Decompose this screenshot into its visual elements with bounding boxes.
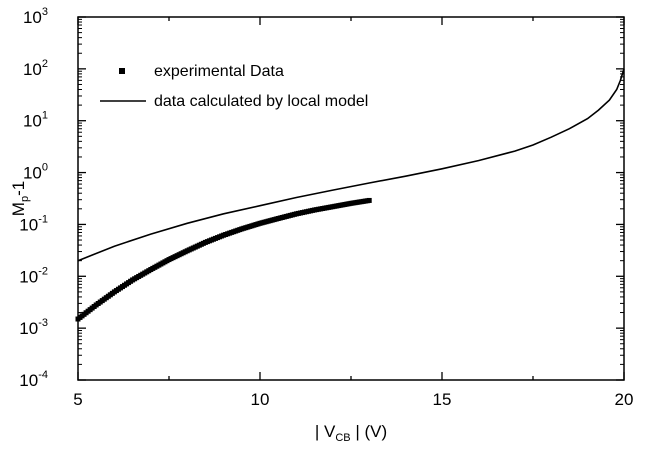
legend-label-experimental: experimental Data (154, 63, 284, 80)
legend: experimental Data data calculated by loca… (100, 63, 368, 110)
y-tick-label: 100 (23, 162, 48, 183)
x-axis-title: | VCB | (V) (315, 422, 387, 444)
y-tick-label: 10-2 (19, 265, 48, 286)
y-tick-label: 103 (23, 6, 48, 27)
y-tick-label: 101 (23, 110, 48, 131)
y-tick-label: 10-4 (19, 369, 48, 390)
y-tick-label: 10-3 (19, 317, 48, 338)
legend-marker-square (119, 68, 125, 74)
x-axis-title-suffix: | (V) (351, 422, 388, 441)
experimental-point (366, 197, 372, 203)
y-axis-title-base: M (9, 202, 28, 216)
model-curve (77, 68, 625, 262)
y-tick-label: 102 (23, 58, 48, 79)
y-axis-title: Mp-1 (9, 181, 31, 216)
y-axis-title-suffix: -1 (9, 181, 28, 196)
x-axis-title-prefix: | V (315, 422, 336, 441)
legend-label-model: data calculated by local model (154, 93, 368, 110)
x-tick-label: 15 (433, 390, 452, 409)
series-layer (75, 68, 625, 322)
x-tick-label: 5 (73, 390, 82, 409)
x-tick-label: 10 (251, 390, 270, 409)
y-tick-label: 10-1 (19, 213, 48, 234)
x-tick-label: 20 (615, 390, 634, 409)
x-axis-title-subscript: CB (335, 432, 350, 444)
y-axis-title-subscript: p (19, 196, 31, 202)
